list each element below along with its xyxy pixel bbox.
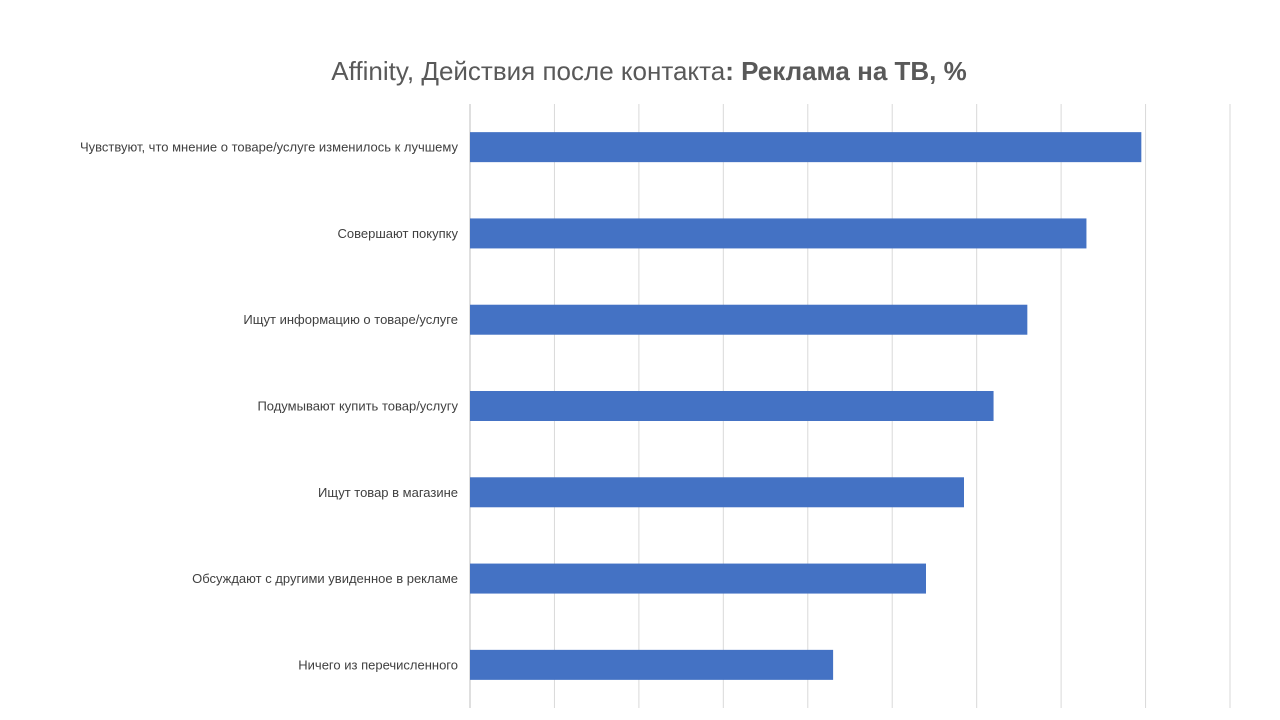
- bar: [470, 563, 926, 594]
- bar: [470, 304, 1028, 335]
- chart-title-colon: :: [725, 56, 742, 86]
- chart-title-bold: Реклама на ТВ, %: [741, 56, 967, 86]
- bar: [470, 477, 964, 508]
- chart-title: Affinity, Действия после контакта: Рекла…: [0, 56, 1280, 87]
- category-label: Обсуждают с другими увиденное в рекламе: [192, 571, 458, 586]
- bar: [470, 218, 1087, 249]
- category-label: Ищут товар в магазине: [318, 485, 458, 500]
- category-label: Совершают покупку: [337, 226, 458, 241]
- category-label: Ничего из перечисленного: [298, 657, 458, 672]
- category-label: Чувствуют, что мнение о товаре/услуге из…: [80, 140, 459, 155]
- bar: [470, 391, 994, 421]
- bar: [470, 132, 1142, 163]
- category-label: Ищут информацию о товаре/услуге: [243, 312, 458, 327]
- category-label: Подумывают купить товар/услугу: [257, 399, 458, 414]
- bar: [470, 649, 834, 680]
- chart-title-main: Affinity, Действия после контакта: [331, 56, 726, 86]
